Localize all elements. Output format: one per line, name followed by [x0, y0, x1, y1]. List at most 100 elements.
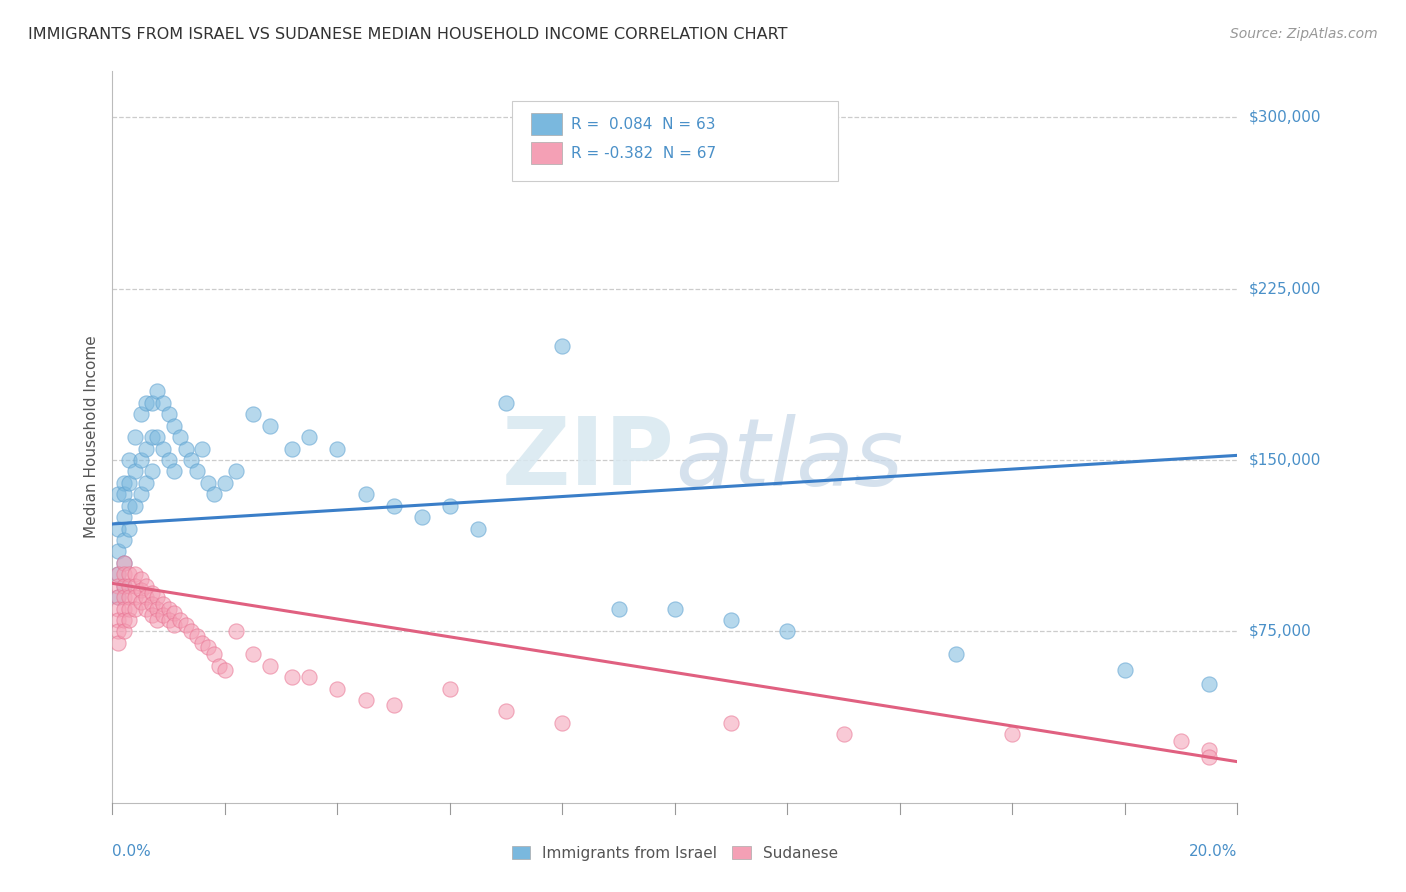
Point — [945, 647, 967, 661]
Point — [832, 727, 855, 741]
Point — [326, 681, 349, 696]
Point — [141, 608, 163, 623]
Point — [141, 597, 163, 611]
Point — [107, 636, 129, 650]
Point — [118, 499, 141, 513]
Point — [107, 601, 129, 615]
Point — [129, 487, 152, 501]
Point — [157, 613, 180, 627]
Point — [1198, 743, 1220, 757]
Point — [112, 487, 135, 501]
Point — [124, 590, 146, 604]
Point — [107, 521, 129, 535]
Point — [607, 601, 630, 615]
Point — [191, 442, 214, 456]
Point — [146, 430, 169, 444]
Point — [225, 464, 247, 478]
Point — [1170, 734, 1192, 748]
Text: ZIP: ZIP — [502, 413, 675, 505]
Point — [107, 567, 129, 582]
Point — [439, 681, 461, 696]
Point — [298, 670, 321, 684]
Point — [208, 658, 231, 673]
Point — [112, 579, 135, 593]
Text: $150,000: $150,000 — [1249, 452, 1320, 467]
Text: $225,000: $225,000 — [1249, 281, 1320, 296]
Point — [141, 464, 163, 478]
Point — [135, 579, 157, 593]
Point — [118, 521, 141, 535]
Point — [776, 624, 799, 639]
Point — [174, 617, 197, 632]
Bar — [531, 113, 562, 135]
Point — [1198, 677, 1220, 691]
Point — [382, 698, 405, 712]
Point — [112, 556, 135, 570]
Point — [112, 510, 135, 524]
Point — [242, 647, 264, 661]
Point — [259, 418, 281, 433]
Point — [129, 407, 152, 421]
Point — [124, 601, 146, 615]
Text: $300,000: $300,000 — [1249, 110, 1320, 125]
Point — [129, 583, 152, 598]
Point — [118, 475, 141, 490]
Text: IMMIGRANTS FROM ISRAEL VS SUDANESE MEDIAN HOUSEHOLD INCOME CORRELATION CHART: IMMIGRANTS FROM ISRAEL VS SUDANESE MEDIA… — [28, 27, 787, 42]
Point — [214, 663, 236, 677]
Point — [112, 475, 135, 490]
Point — [118, 453, 141, 467]
Y-axis label: Median Household Income: Median Household Income — [83, 335, 98, 539]
Point — [157, 601, 180, 615]
Point — [186, 629, 208, 643]
Point — [174, 442, 197, 456]
Point — [112, 590, 135, 604]
Point — [107, 544, 129, 558]
Point — [495, 705, 517, 719]
Text: $75,000: $75,000 — [1249, 624, 1312, 639]
Point — [129, 572, 152, 586]
Point — [281, 442, 304, 456]
Point — [354, 693, 377, 707]
Point — [107, 590, 129, 604]
Text: R =  0.084  N = 63: R = 0.084 N = 63 — [571, 117, 716, 131]
Point — [107, 624, 129, 639]
Point — [225, 624, 247, 639]
Point — [146, 601, 169, 615]
Point — [382, 499, 405, 513]
Text: Source: ZipAtlas.com: Source: ZipAtlas.com — [1230, 27, 1378, 41]
Text: R = -0.382  N = 67: R = -0.382 N = 67 — [571, 145, 717, 161]
Point — [107, 613, 129, 627]
Point — [180, 624, 202, 639]
Point — [163, 606, 186, 620]
Point — [186, 464, 208, 478]
Point — [107, 579, 129, 593]
Point — [112, 556, 135, 570]
Point — [720, 613, 742, 627]
Point — [281, 670, 304, 684]
Point — [129, 594, 152, 608]
Point — [1198, 750, 1220, 764]
Point — [467, 521, 489, 535]
Point — [141, 430, 163, 444]
Point — [157, 407, 180, 421]
Point — [135, 442, 157, 456]
Point — [197, 640, 219, 655]
Bar — [531, 143, 562, 164]
Point — [146, 384, 169, 399]
Point — [124, 567, 146, 582]
Point — [242, 407, 264, 421]
Point — [141, 396, 163, 410]
Point — [326, 442, 349, 456]
Point — [180, 453, 202, 467]
Point — [152, 597, 174, 611]
Point — [197, 475, 219, 490]
Point — [551, 715, 574, 730]
Point — [118, 567, 141, 582]
Point — [664, 601, 686, 615]
Point — [202, 647, 225, 661]
Point — [720, 715, 742, 730]
Point — [124, 464, 146, 478]
Point — [112, 624, 135, 639]
Point — [157, 453, 180, 467]
Point — [141, 585, 163, 599]
